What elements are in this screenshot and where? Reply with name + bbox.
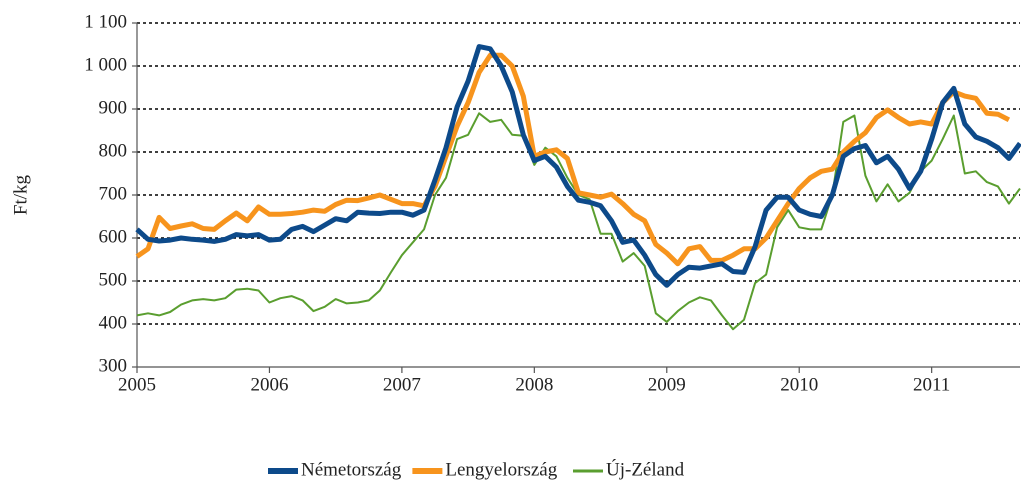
- legend-label: Új-Zéland: [606, 458, 685, 480]
- y-tick-label: 500: [99, 269, 128, 290]
- legend-label: Lengyelország: [445, 459, 557, 480]
- x-tick-label: 2007: [383, 374, 421, 395]
- data-line: [135, 44, 1021, 288]
- y-tick-label: 1 100: [84, 11, 127, 32]
- y-tick-label: 700: [99, 183, 128, 204]
- data-line: [136, 112, 1021, 331]
- x-tick-label: 2008: [515, 374, 553, 395]
- y-tick-label: 900: [99, 97, 128, 118]
- x-tick-label: 2010: [780, 374, 818, 395]
- y-tick-label: 1 000: [84, 54, 127, 75]
- x-tick-label: 2006: [250, 374, 288, 395]
- y-tick-label: 300: [99, 355, 128, 376]
- x-tick-label: 2011: [913, 374, 950, 395]
- y-axis-label: Ft/kg: [10, 174, 31, 215]
- data-line: [135, 52, 1011, 267]
- y-tick-label: 800: [99, 140, 128, 161]
- x-tick-label: 2005: [118, 374, 156, 395]
- legend-label: Németország: [301, 459, 402, 480]
- x-tick-label: 2009: [648, 374, 686, 395]
- y-tick-label: 400: [99, 312, 128, 333]
- y-tick-label: 600: [99, 226, 128, 247]
